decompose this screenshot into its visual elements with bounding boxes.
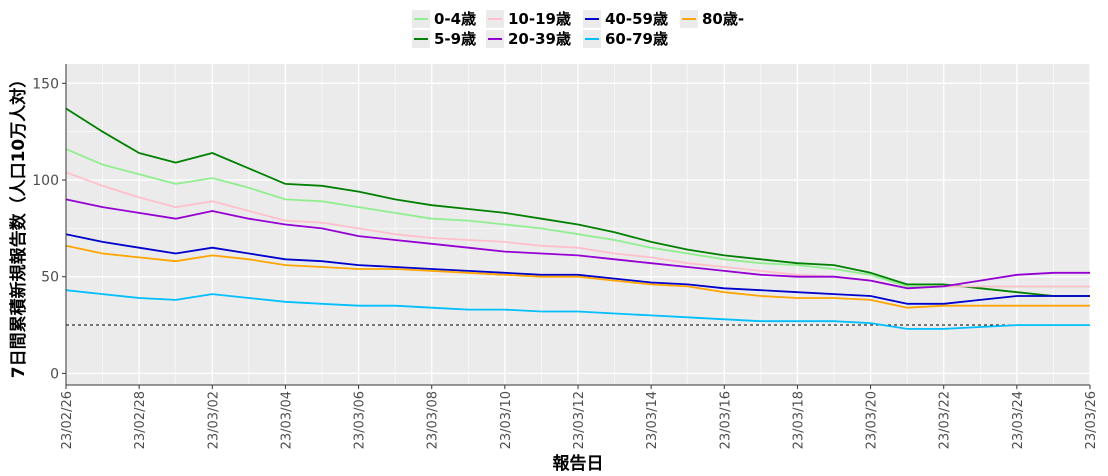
legend-label: 20-39歳 bbox=[508, 30, 571, 48]
legend-item: 20-39歳 bbox=[486, 30, 571, 48]
series-line-0-4歳 bbox=[65, 148, 1090, 288]
x-tick-label: 23/03/18 bbox=[791, 391, 806, 449]
y-tick-label: 50 bbox=[41, 270, 59, 286]
series-line-5-9歳 bbox=[65, 107, 1090, 297]
legend-label: 5-9歳 bbox=[434, 30, 476, 48]
x-tick-label: 23/03/24 bbox=[1011, 391, 1026, 449]
legend-item: 60-79歳 bbox=[583, 30, 668, 48]
legend-label: 40-59歳 bbox=[605, 10, 668, 28]
x-tick-label: 23/02/28 bbox=[133, 391, 148, 449]
legend-item: 0-4歳 bbox=[412, 10, 476, 28]
series-line-60-79歳 bbox=[65, 289, 1090, 330]
x-tick-label: 23/03/26 bbox=[1084, 391, 1099, 449]
y-tick-label: 150 bbox=[32, 76, 59, 92]
x-tick-label: 23/03/04 bbox=[279, 391, 294, 449]
legend-item: 5-9歳 bbox=[412, 30, 476, 48]
legend-label: 10-19歳 bbox=[508, 10, 571, 28]
x-axis-title: 報告日 bbox=[553, 453, 604, 474]
x-tick-label: 23/03/22 bbox=[938, 391, 953, 449]
legend-item: 10-19歳 bbox=[486, 10, 571, 28]
x-tick-label: 23/03/16 bbox=[718, 391, 733, 449]
y-tick-label: 100 bbox=[32, 173, 59, 189]
legend: 0-4歳 10-19歳 40-59歳 80歳- 5-9歳 20-39歳 60-79歳 bbox=[412, 10, 744, 48]
y-axis-title: 7日間累積新規報告数（人口10万人対） bbox=[8, 71, 29, 379]
legend-item: 80歳- bbox=[680, 10, 744, 28]
legend-label: 0-4歳 bbox=[434, 10, 476, 28]
series-line-20-39歳 bbox=[65, 198, 1090, 290]
series-line-40-59歳 bbox=[65, 233, 1090, 305]
y-axis: 0 50 100 150 bbox=[32, 64, 67, 385]
x-tick-label: 23/03/14 bbox=[645, 391, 660, 449]
series-line-80歳- bbox=[65, 244, 1090, 309]
x-tick-label: 23/03/20 bbox=[865, 391, 880, 449]
x-tick-label: 23/03/08 bbox=[426, 391, 441, 449]
x-tick-label: 23/03/06 bbox=[353, 391, 368, 449]
legend-label: 60-79歳 bbox=[605, 30, 668, 48]
legend-label: 80歳- bbox=[702, 10, 744, 28]
legend-item: 40-59歳 bbox=[583, 10, 668, 28]
x-tick-label: 23/02/26 bbox=[60, 391, 75, 449]
series-lines bbox=[65, 107, 1090, 330]
y-tick-label: 0 bbox=[50, 366, 59, 382]
x-axis: 23/02/26 23/02/28 23/03/02 23/03/04 23/03/06… bbox=[60, 384, 1099, 449]
x-tick-label: 23/03/10 bbox=[499, 391, 514, 449]
x-tick-label: 23/03/12 bbox=[572, 391, 587, 449]
x-tick-label: 23/03/02 bbox=[206, 391, 221, 449]
